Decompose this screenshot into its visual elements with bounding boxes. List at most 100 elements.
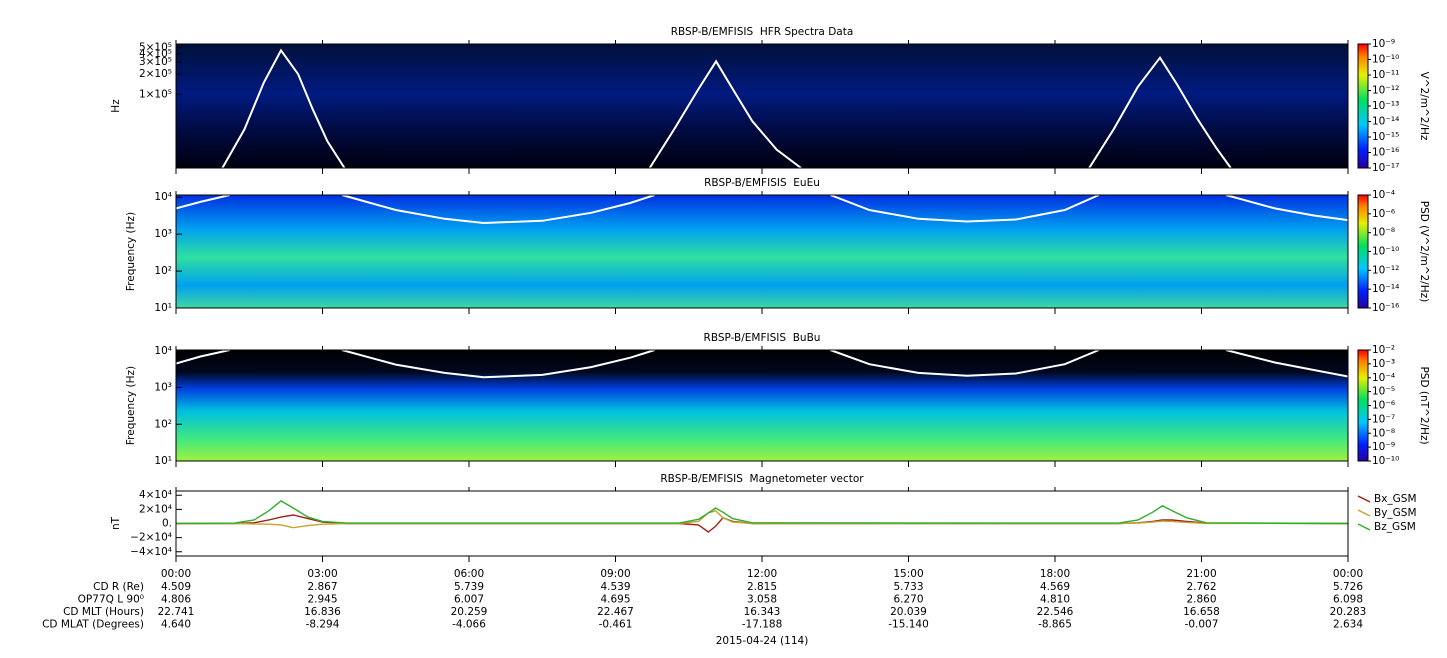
colorbar-tick-label: 10⁻⁹ <box>1372 38 1395 50</box>
colorbar-tick-label: 10⁻⁹ <box>1372 441 1395 453</box>
y-tick-label: 10¹ <box>154 455 172 467</box>
ephemeris-value: 16.836 <box>304 606 341 618</box>
colorbar <box>1357 43 1369 169</box>
colorbar-tick-label: 10⁻⁴ <box>1372 372 1395 384</box>
y-axis-label: Hz <box>110 99 122 113</box>
colorbar-tick-label: 10⁻¹³ <box>1372 100 1399 112</box>
panel-title: RBSP-B/EMFISIS BuBu <box>704 332 821 344</box>
y-tick-label: 10⁴ <box>154 345 172 357</box>
colorbar-label: V^2/m^2/Hz <box>1418 72 1430 141</box>
ephemeris-label: CD MLAT (Degrees) <box>42 619 144 631</box>
ephemeris-label: CD R (Re) <box>93 581 144 593</box>
ephemeris-value: 2.762 <box>1186 581 1216 593</box>
ephemeris-value: 4.640 <box>161 619 191 631</box>
legend-swatch <box>1357 523 1371 531</box>
ephemeris-value: -0.007 <box>1185 619 1219 631</box>
colorbar-tick-label: 10⁻⁸ <box>1372 227 1395 239</box>
y-tick-label: 2×10⁵ <box>139 68 172 80</box>
y-axis-label: Frequency (Hz) <box>125 366 137 445</box>
curve <box>221 48 1232 168</box>
colorbar-tick-label: 10⁻¹² <box>1372 85 1399 97</box>
y-tick-label: 10⁴ <box>154 191 172 203</box>
colorbar-tick-label: 10⁻¹⁷ <box>1372 162 1399 174</box>
ephemeris-value: 5.739 <box>454 581 484 593</box>
colorbar-label: PSD (V^2/m^2/Hz) <box>1418 201 1430 302</box>
x-tick-label: 15:00 <box>893 568 923 580</box>
x-tick-label: 12:00 <box>747 568 777 580</box>
ephemeris-value: 2.867 <box>307 581 337 593</box>
colorbar-tick-label: 10⁻¹⁰ <box>1372 54 1399 66</box>
colorbar-tick-label: 10⁻⁵ <box>1372 386 1395 398</box>
y-tick-label: 5×10⁵ <box>139 41 172 53</box>
series-line <box>176 500 1348 525</box>
y-tick-label: 10¹ <box>154 302 172 314</box>
colorbar-tick-label: 10⁻³ <box>1372 358 1395 370</box>
curve <box>176 350 1348 379</box>
legend-swatch <box>1357 495 1371 503</box>
ephemeris-value: -17.188 <box>742 619 783 631</box>
plot-frame <box>175 194 1349 309</box>
ephemeris-value: -0.461 <box>599 619 633 631</box>
ephemeris-value: 4.810 <box>1040 594 1070 606</box>
curve <box>176 195 1348 225</box>
ephemeris-value: 22.546 <box>1037 606 1074 618</box>
ephemeris-value: 6.098 <box>1333 594 1363 606</box>
y-tick-label: −4×10⁴ <box>130 546 172 558</box>
x-tick-label: 00:00 <box>1333 568 1363 580</box>
colorbar-tick-label: 10⁻¹⁶ <box>1372 302 1399 314</box>
ephemeris-value: 20.283 <box>1330 606 1367 618</box>
ephemeris-value: 20.259 <box>451 606 488 618</box>
ephemeris-value: -8.865 <box>1038 619 1072 631</box>
legend-swatch <box>1357 509 1371 517</box>
y-tick-label: 1×10⁵ <box>139 88 172 100</box>
colorbar-tick-label: 10⁻⁸ <box>1372 427 1395 439</box>
date-label: 2015-04-24 (114) <box>716 635 809 647</box>
series-line <box>176 514 1348 533</box>
y-tick-label: 2×10⁴ <box>139 503 172 515</box>
colorbar-tick-label: 10⁻² <box>1372 344 1395 356</box>
colorbar-tick-label: 10⁻⁶ <box>1372 208 1395 220</box>
ephemeris-value: 3.058 <box>747 594 777 606</box>
ephemeris-value: 22.467 <box>597 606 634 618</box>
ephemeris-value: 4.695 <box>600 594 630 606</box>
y-tick-label: 10³ <box>154 382 172 394</box>
ephemeris-value: 4.806 <box>161 594 191 606</box>
y-tick-label: 3×10⁵ <box>139 56 172 68</box>
legend-label: By_GSM <box>1374 507 1417 519</box>
x-tick-label: 09:00 <box>600 568 630 580</box>
x-tick-label: 21:00 <box>1186 568 1216 580</box>
colorbar-tick-label: 10⁻⁶ <box>1372 400 1395 412</box>
ephemeris-value: 2.945 <box>307 594 337 606</box>
spectrogram <box>176 44 1348 168</box>
ephemeris-value: 5.726 <box>1333 581 1363 593</box>
colorbar-tick-label: 10⁻¹⁵ <box>1372 131 1399 143</box>
x-tick-label: 03:00 <box>307 568 337 580</box>
ephemeris-value: -8.294 <box>306 619 340 631</box>
x-tick-label: 18:00 <box>1040 568 1070 580</box>
x-tick-label: 00:00 <box>161 568 191 580</box>
ephemeris-label: CD MLT (Hours) <box>63 606 144 618</box>
plot-frame <box>175 490 1349 557</box>
colorbar-tick-label: 10⁻¹⁴ <box>1372 116 1399 128</box>
colorbar-tick-label: 10⁻¹² <box>1372 264 1399 276</box>
ephemeris-value: -4.066 <box>452 619 486 631</box>
x-tick-label: 06:00 <box>454 568 484 580</box>
y-tick-label: 10³ <box>154 228 172 240</box>
y-axis-label: nT <box>110 516 122 530</box>
y-tick-label: 10² <box>154 418 172 430</box>
panel-title: RBSP-B/EMFISIS Magnetometer vector <box>660 473 864 485</box>
colorbar-tick-label: 10⁻¹⁰ <box>1372 455 1399 467</box>
colorbar <box>1357 349 1369 462</box>
colorbar-tick-label: 10⁻¹⁴ <box>1372 283 1399 295</box>
ephemeris-value: 4.539 <box>600 581 630 593</box>
ephemeris-value: 16.343 <box>744 606 781 618</box>
colorbar-tick-label: 10⁻¹¹ <box>1372 69 1399 81</box>
colorbar-tick-label: 10⁻¹⁰ <box>1372 246 1399 258</box>
legend-label: Bz_GSM <box>1374 521 1416 533</box>
ephemeris-value: 2.860 <box>1186 594 1216 606</box>
panel-title: RBSP-B/EMFISIS HFR Spectra Data <box>671 26 854 38</box>
ephemeris-value: 2.815 <box>747 581 777 593</box>
ephemeris-value: 6.007 <box>454 594 484 606</box>
y-tick-label: 0. <box>162 518 172 530</box>
y-tick-label: 4×10⁴ <box>139 489 172 501</box>
